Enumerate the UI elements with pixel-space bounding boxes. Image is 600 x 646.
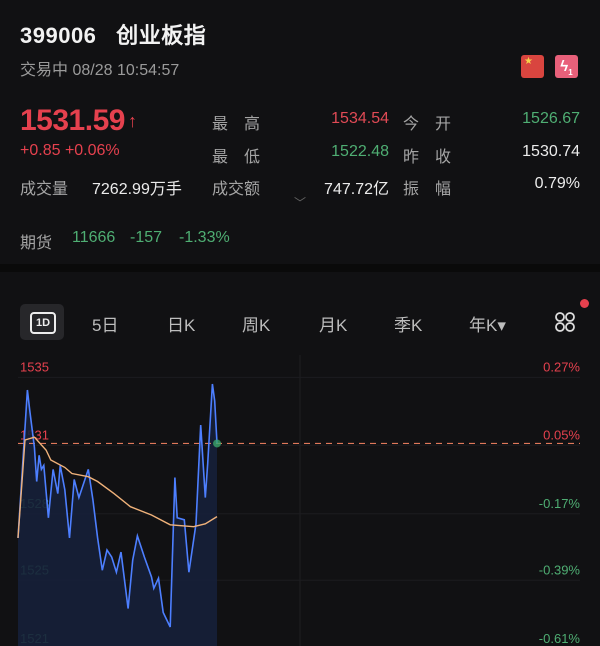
stock-code: 399006 — [20, 23, 97, 48]
stat-label: 昨 收 — [403, 149, 452, 166]
futures-price[interactable]: 11666 — [72, 229, 116, 246]
tab-monthly-k[interactable]: 月K — [319, 316, 348, 335]
stat-value: 1522.48 — [331, 143, 389, 160]
y-tick-pct-label: -0.61% — [539, 631, 581, 646]
stat-label: 振 幅 — [403, 181, 452, 198]
stat-value: 1526.67 — [522, 110, 580, 127]
tab-1d[interactable]: 1D — [20, 304, 64, 340]
tab-1d-label: 1D — [30, 312, 56, 334]
stat-label: 成交额 — [212, 181, 261, 198]
china-flag-icon[interactable]: ★ — [521, 55, 544, 78]
y-tick-pct-label: 0.05% — [543, 427, 580, 442]
chevron-down-icon[interactable]: ﹀ — [294, 196, 307, 210]
arrow-up-icon: ↑ — [127, 110, 137, 131]
tab-daily-k[interactable]: 日K — [167, 316, 196, 335]
stat-value: 0.79% — [534, 175, 580, 192]
volume-label: 成交量 — [20, 181, 69, 198]
futures-label: 期货 — [20, 235, 53, 252]
status-text: 交易中 — [20, 62, 69, 79]
average-price-line — [17, 436, 218, 538]
stock-name: 创业板指 — [116, 23, 207, 48]
y-tick-pct-label: -0.17% — [539, 496, 581, 511]
current-price: 1531.59 — [20, 104, 125, 137]
tab-5day[interactable]: 5日 — [92, 316, 119, 335]
y-tick-label: 1535 — [20, 359, 49, 374]
current-point-marker — [213, 439, 222, 448]
price-area-fill — [18, 384, 218, 646]
change-percent: +0.06% — [64, 142, 120, 159]
price-row: 1531.59 ↑ — [20, 104, 137, 138]
tab-quarterly-k[interactable]: 季K — [394, 316, 423, 335]
y-tick-pct-label: 0.27% — [543, 359, 580, 374]
section-divider — [0, 264, 600, 272]
stat-label: 今 开 — [403, 116, 452, 133]
stat-value: 1530.74 — [522, 143, 580, 160]
stock-title: 399006 创业板指 — [20, 18, 206, 50]
timestamp: 08/28 10:54:57 — [72, 62, 180, 79]
tab-yearly-k[interactable]: 年K▾ — [469, 316, 506, 335]
stat-label: 最 低 — [212, 149, 261, 166]
change-value: +0.85 — [20, 142, 61, 159]
futures-change-pct: -1.33% — [179, 229, 230, 246]
lightning-badge: 1 — [568, 68, 573, 77]
price-line — [17, 383, 218, 628]
lightning-level1-icon[interactable]: ϟ1 — [555, 55, 578, 78]
futures-change: -157 — [130, 229, 163, 246]
y-tick-pct-label: -0.39% — [539, 562, 581, 577]
grid-menu-icon[interactable] — [554, 311, 576, 333]
trading-status: 交易中 08/28 10:54:57 — [20, 56, 179, 80]
volume-value: 7262.99万手 — [92, 181, 182, 198]
notification-dot — [580, 299, 589, 308]
stat-value: 1534.54 — [331, 110, 389, 127]
price-change: +0.85 +0.06% — [20, 142, 120, 160]
stat-label: 最 高 — [212, 116, 261, 133]
stat-value: 747.72亿 — [324, 181, 389, 198]
quote-header — [0, 0, 600, 264]
tab-weekly-k[interactable]: 周K — [242, 316, 271, 335]
